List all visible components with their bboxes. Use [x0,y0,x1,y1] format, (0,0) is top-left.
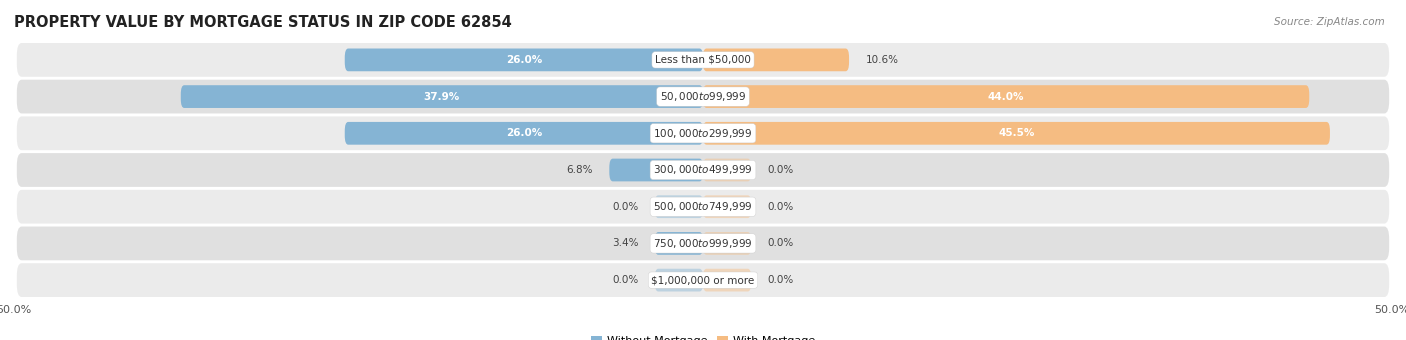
Text: $1,000,000 or more: $1,000,000 or more [651,275,755,285]
Text: 0.0%: 0.0% [768,165,794,175]
Legend: Without Mortgage, With Mortgage: Without Mortgage, With Mortgage [586,331,820,340]
Text: 0.0%: 0.0% [768,238,794,249]
FancyBboxPatch shape [703,269,751,291]
FancyBboxPatch shape [703,122,1330,145]
Text: 0.0%: 0.0% [612,202,638,212]
FancyBboxPatch shape [344,122,703,145]
Text: 45.5%: 45.5% [998,128,1035,138]
FancyBboxPatch shape [181,85,703,108]
FancyBboxPatch shape [17,153,1389,187]
FancyBboxPatch shape [344,49,703,71]
Text: 26.0%: 26.0% [506,55,541,65]
Text: $750,000 to $999,999: $750,000 to $999,999 [654,237,752,250]
Text: 44.0%: 44.0% [988,91,1025,102]
FancyBboxPatch shape [17,80,1389,114]
FancyBboxPatch shape [17,190,1389,224]
Text: PROPERTY VALUE BY MORTGAGE STATUS IN ZIP CODE 62854: PROPERTY VALUE BY MORTGAGE STATUS IN ZIP… [14,15,512,30]
FancyBboxPatch shape [17,116,1389,150]
Text: $100,000 to $299,999: $100,000 to $299,999 [654,127,752,140]
FancyBboxPatch shape [703,232,751,255]
Text: 10.6%: 10.6% [866,55,898,65]
Text: 0.0%: 0.0% [612,275,638,285]
FancyBboxPatch shape [703,195,751,218]
FancyBboxPatch shape [17,263,1389,297]
Text: 6.8%: 6.8% [567,165,593,175]
FancyBboxPatch shape [703,49,849,71]
FancyBboxPatch shape [17,226,1389,260]
Text: 26.0%: 26.0% [506,128,541,138]
FancyBboxPatch shape [655,232,703,255]
FancyBboxPatch shape [703,85,1309,108]
Text: Less than $50,000: Less than $50,000 [655,55,751,65]
FancyBboxPatch shape [655,195,703,218]
Text: 37.9%: 37.9% [423,91,460,102]
Text: 0.0%: 0.0% [768,275,794,285]
Text: Source: ZipAtlas.com: Source: ZipAtlas.com [1274,17,1385,27]
FancyBboxPatch shape [703,159,751,181]
Text: $300,000 to $499,999: $300,000 to $499,999 [654,164,752,176]
Text: $50,000 to $99,999: $50,000 to $99,999 [659,90,747,103]
FancyBboxPatch shape [17,43,1389,77]
FancyBboxPatch shape [655,269,703,291]
Text: $500,000 to $749,999: $500,000 to $749,999 [654,200,752,213]
FancyBboxPatch shape [609,159,703,181]
Text: 0.0%: 0.0% [768,202,794,212]
Text: 3.4%: 3.4% [612,238,638,249]
